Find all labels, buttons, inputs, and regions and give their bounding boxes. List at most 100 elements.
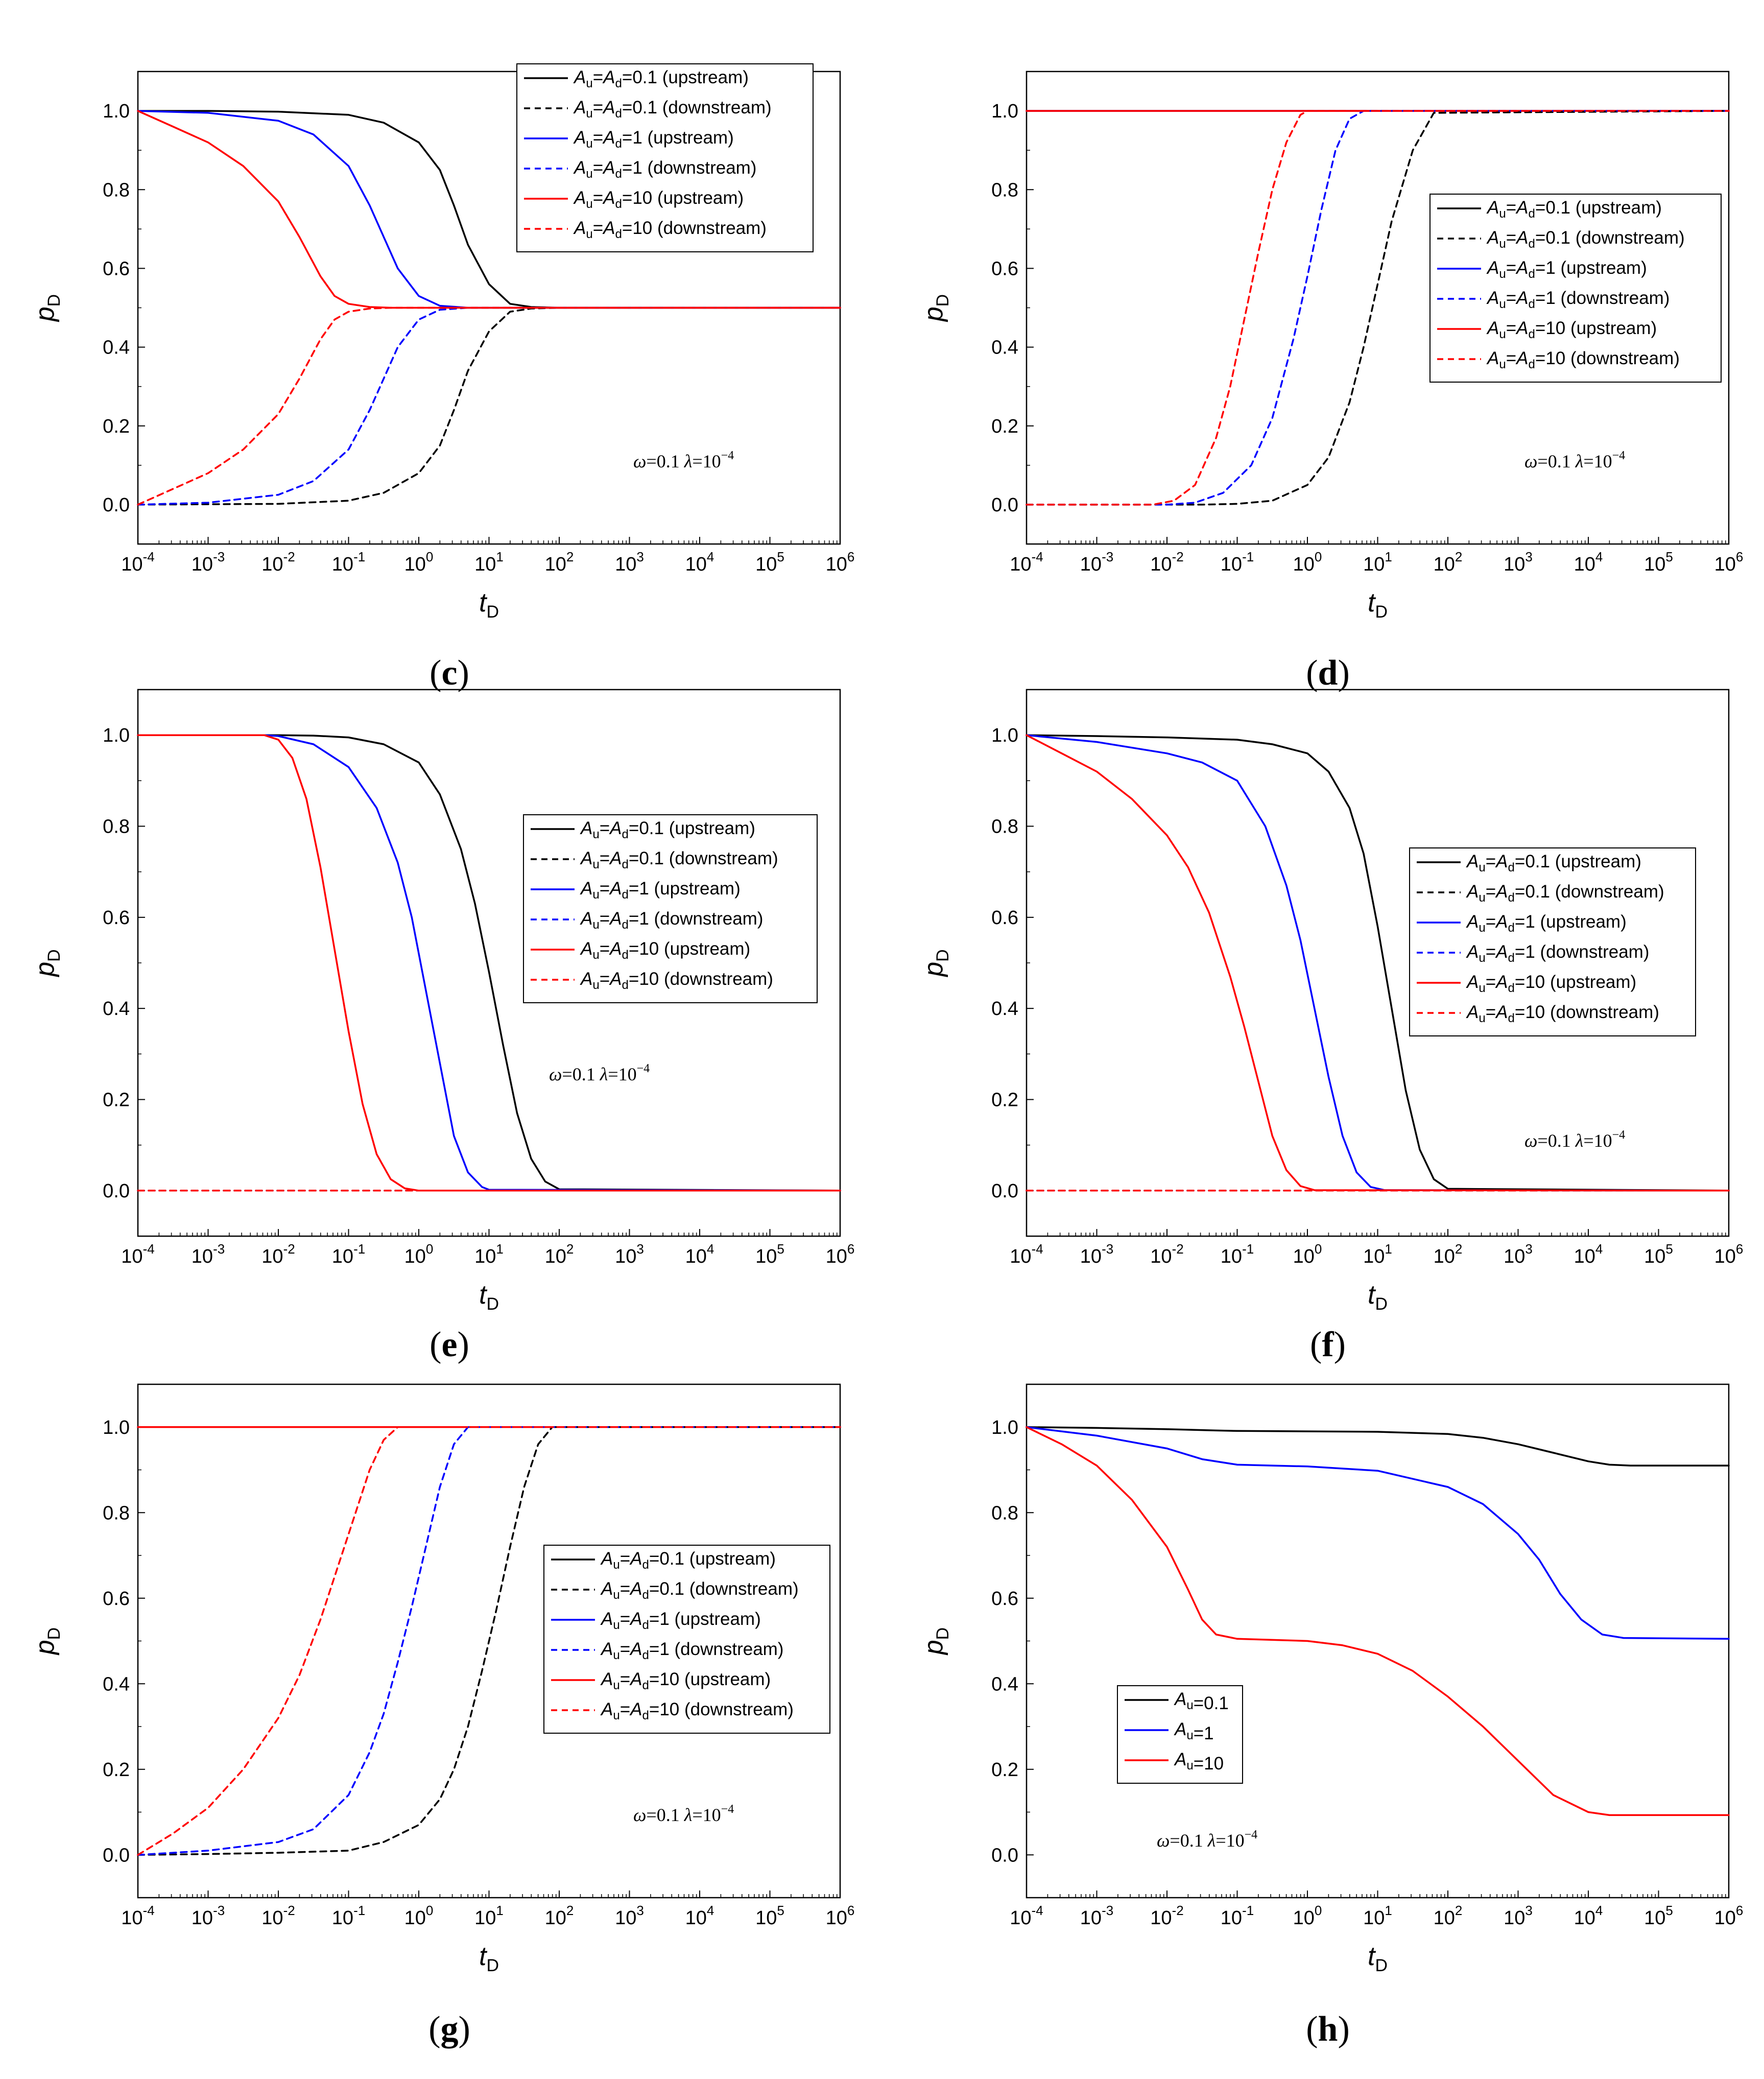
- y-tick-label: 0.0: [991, 1845, 1018, 1866]
- series-line-d-5: [1026, 110, 1730, 506]
- series-line-h-1: [1026, 1426, 1730, 1640]
- y-tick-label: 1.0: [103, 101, 130, 122]
- legend-entry: Au=Ad=10 (downstream): [580, 969, 773, 992]
- parameter-annotation: ω=0.1 λ=10−4: [633, 1803, 734, 1825]
- legend-entry: Au=Ad=1 (downstream): [1466, 942, 1649, 965]
- parameter-annotation: ω=0.1 λ=10−4: [1157, 1828, 1257, 1851]
- panel-c: 10-4 10-3 10-2 10-1 100 101 102 103 104 105 106 0.0…: [30, 63, 854, 693]
- x-tick-label: 10-2: [261, 1241, 295, 1267]
- panel-label: (e): [430, 1325, 469, 1364]
- x-tick-label: 104: [1574, 549, 1603, 575]
- legend-entry: Au=Ad=1 (upstream): [1486, 258, 1647, 281]
- legend-entry: Au=Ad=10 (downstream): [1466, 1002, 1659, 1025]
- y-tick-label: 1.0: [991, 1417, 1018, 1438]
- panel-g: 10-4 10-3 10-2 10-1 100 101 102 103 104 105 106 0.0…: [30, 1383, 855, 2049]
- y-tick-label: 1.0: [991, 725, 1018, 746]
- legend-entry: Au=Ad=1 (upstream): [580, 879, 741, 902]
- series-line-h-2: [1026, 1426, 1730, 1816]
- y-tick-label: 0.0: [103, 1845, 130, 1866]
- x-tick-label: 106: [826, 1903, 855, 1929]
- x-tick-label: 10-1: [332, 1903, 365, 1929]
- y-tick-label: 0.2: [991, 1759, 1018, 1781]
- panel-e: 10-4 10-3 10-2 10-1 100 101 102 103 104 105 106 0.0…: [30, 689, 854, 1364]
- y-tick-label: 0.8: [103, 816, 130, 838]
- legend-entry: Au=Ad=10 (downstream): [573, 218, 767, 241]
- y-axis-label: pD: [30, 949, 64, 977]
- plot-frame: [1026, 1383, 1730, 1899]
- panel-label: (c): [430, 653, 469, 693]
- x-tick-label: 103: [615, 1903, 644, 1929]
- y-axis-label: pD: [919, 949, 952, 977]
- series-line-g-3: [137, 1426, 841, 1856]
- x-tick-label: 10-3: [192, 1903, 225, 1929]
- y-axis-label: pD: [919, 294, 952, 322]
- y-tick-label: 1.0: [991, 101, 1018, 122]
- legend-box: [1409, 847, 1696, 1036]
- x-tick-label: 10-3: [1080, 1241, 1113, 1267]
- x-tick-label: 106: [1714, 1903, 1744, 1929]
- legend-box: [1117, 1685, 1243, 1784]
- y-tick-label: 0.6: [991, 258, 1018, 279]
- y-tick-label: 0.0: [991, 494, 1018, 516]
- y-tick-label: 0.2: [991, 1090, 1018, 1111]
- x-tick-label: 100: [404, 1903, 434, 1929]
- legend-entry: Au=Ad=10 (downstream): [1486, 348, 1680, 371]
- y-tick-label: 0.4: [991, 1673, 1018, 1695]
- y-tick-label: 0.8: [991, 1502, 1018, 1524]
- y-tick-label: 0.6: [103, 907, 130, 929]
- x-tick-label: 10-2: [1150, 1241, 1183, 1267]
- legend-entry: Au=Ad=10 (upstream): [600, 1669, 771, 1692]
- legend-box: [1429, 194, 1722, 383]
- x-tick-label: 104: [685, 1241, 714, 1267]
- x-tick-label: 104: [1574, 1241, 1603, 1267]
- x-tick-label: 100: [1293, 1241, 1322, 1267]
- legend-entry: Au=Ad=1 (downstream): [580, 909, 763, 932]
- parameter-annotation: ω=0.1 λ=10−4: [549, 1062, 650, 1084]
- x-tick-label: 102: [545, 1903, 574, 1929]
- legend-entry: Au=Ad=0.1 (upstream): [1486, 198, 1662, 221]
- x-tick-label: 105: [755, 1903, 784, 1929]
- legend-entry: Au=Ad=1 (downstream): [1486, 288, 1670, 311]
- x-tick-label: 100: [1293, 549, 1322, 575]
- series-line-c-3: [137, 306, 841, 506]
- series-line-c-0: [137, 110, 841, 309]
- y-tick-label: 0.6: [103, 1588, 130, 1610]
- legend-entry: Au=Ad=1 (downstream): [600, 1639, 783, 1662]
- y-tick-label: 0.8: [991, 179, 1018, 201]
- legend-entry: Au=Ad=0.1 (downstream): [600, 1579, 799, 1602]
- series-line-c-4: [137, 110, 841, 309]
- legend-entry: Au=Ad=1 (upstream): [600, 1609, 761, 1632]
- legend: Au=0.1 Au=1 Au=10: [1117, 1685, 1243, 1784]
- legend-box: [543, 1545, 830, 1734]
- panel-label: (d): [1306, 653, 1350, 693]
- series-line-h-0: [1026, 1426, 1730, 1467]
- y-tick-label: 0.4: [103, 998, 130, 1020]
- x-axis-label: tD: [1368, 588, 1388, 622]
- series-line-f-5: [1026, 734, 1730, 1192]
- y-tick-label: 0.6: [103, 258, 130, 279]
- x-tick-label: 103: [615, 1241, 644, 1267]
- y-axis-label: pD: [30, 1627, 64, 1656]
- x-axis-label: tD: [1368, 1280, 1388, 1314]
- x-tick-label: 105: [1644, 549, 1673, 575]
- x-tick-label: 103: [1504, 549, 1533, 575]
- panel-label: (f): [1310, 1325, 1346, 1364]
- x-tick-label: 105: [755, 1241, 784, 1267]
- legend: Au=Ad=0.1 (upstream) Au=Ad=0.1 (downstrea…: [516, 63, 814, 252]
- y-tick-label: 0.4: [991, 337, 1018, 359]
- series-line-c-2: [137, 110, 841, 309]
- x-tick-label: 10-1: [1221, 549, 1254, 575]
- y-tick-label: 0.0: [103, 494, 130, 516]
- y-tick-label: 0.8: [991, 816, 1018, 838]
- x-tick-label: 103: [1504, 1241, 1533, 1267]
- legend-entry: Au=Ad=0.1 (upstream): [600, 1549, 776, 1572]
- series-line-c-5: [137, 306, 841, 506]
- parameter-annotation: ω=0.1 λ=10−4: [1524, 1128, 1625, 1151]
- x-tick-label: 10-1: [332, 549, 365, 575]
- y-tick-label: 0.2: [103, 1090, 130, 1111]
- legend-entry: Au=Ad=0.1 (upstream): [573, 67, 749, 90]
- x-tick-label: 101: [1363, 549, 1392, 575]
- x-tick-label: 10-3: [192, 549, 225, 575]
- x-tick-label: 100: [1293, 1903, 1322, 1929]
